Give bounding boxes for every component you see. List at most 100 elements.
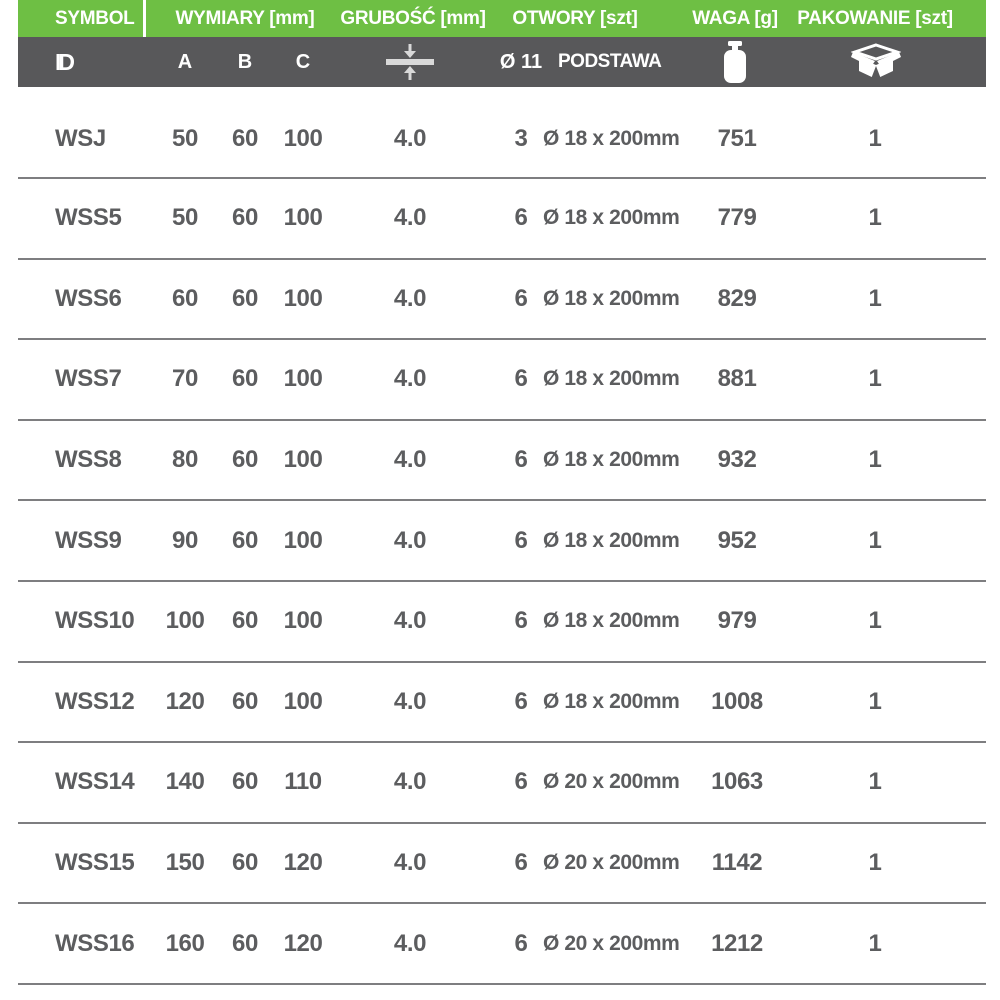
dim-a-cell: 150 (165, 849, 205, 877)
dim-a-cell: 60 (172, 284, 198, 312)
subheader-id-label: ID (55, 48, 75, 75)
dim-c-cell: 100 (283, 125, 323, 152)
dim-a-cell: 80 (172, 446, 198, 474)
header-wymiary: WYMIARY [mm] (175, 7, 315, 29)
subheader-base-label: PODSTAWA (558, 51, 662, 72)
thickness-cell: 4.0 (393, 929, 427, 957)
weight-cell: 829 (717, 284, 757, 312)
dim-a-cell: 50 (172, 204, 198, 232)
packing-cell: 1 (868, 526, 882, 554)
subheader-diameter-label: Ø 11 (499, 50, 543, 73)
table-row: WSS16 160 60 120 4.0 6 Ø 20 x 200mm 1212… (18, 904, 986, 985)
header-pakowanie: PAKOWANIE [szt] (797, 7, 953, 29)
dim-a-cell: 50 (172, 125, 198, 152)
thickness-cell: 4.0 (393, 526, 427, 554)
symbol-cell: WSS5 (55, 204, 122, 232)
dim-b-cell: 60 (232, 526, 258, 554)
dim-a-cell: 70 (172, 365, 198, 393)
dim-b-cell: 60 (232, 849, 258, 877)
dim-a-cell: 140 (165, 768, 205, 796)
dim-b-cell: 60 (232, 768, 258, 796)
holes-count-cell: 6 (514, 284, 528, 312)
dim-a-cell: 120 (165, 687, 205, 715)
holes-count-cell: 6 (514, 446, 528, 474)
packing-cell: 1 (868, 125, 882, 152)
thickness-cell: 4.0 (393, 365, 427, 393)
symbol-cell: WSS16 (55, 929, 135, 957)
thickness-cell: 4.0 (393, 125, 427, 152)
thickness-cell: 4.0 (393, 204, 427, 232)
holes-count-cell: 6 (514, 526, 528, 554)
dim-c-cell: 100 (283, 446, 323, 474)
table-row: WSS9 90 60 100 4.0 6 Ø 18 x 200mm 952 1 (18, 501, 986, 582)
dim-c-cell: 120 (283, 929, 323, 957)
thickness-cell: 4.0 (393, 284, 427, 312)
table-row: WSS7 70 60 100 4.0 6 Ø 18 x 200mm 881 1 (18, 340, 986, 421)
dim-a-cell: 100 (165, 607, 205, 635)
base-size-cell: Ø 18 x 200mm (543, 689, 680, 713)
header-otwory: OTWORY [szt] (512, 7, 638, 29)
base-size-cell: Ø 18 x 200mm (543, 448, 680, 472)
header-waga: WAGA [g] (692, 7, 778, 29)
subheader-dim-a-label: A (177, 50, 193, 73)
thickness-cell: 4.0 (393, 849, 427, 877)
symbol-cell: WSS12 (55, 687, 135, 715)
thickness-cell: 4.0 (393, 607, 427, 635)
holes-count-cell: 6 (514, 768, 528, 796)
base-size-cell: Ø 20 x 200mm (543, 770, 680, 794)
table-row: WSS12 120 60 100 4.0 6 Ø 18 x 200mm 1008… (18, 663, 986, 744)
dim-b-cell: 60 (232, 204, 258, 232)
table-row: WSS14 140 60 110 4.0 6 Ø 20 x 200mm 1063… (18, 743, 986, 824)
base-size-cell: Ø 20 x 200mm (543, 851, 680, 875)
weight-cell: 751 (717, 125, 757, 152)
thickness-cell: 4.0 (393, 687, 427, 715)
base-size-cell: Ø 18 x 200mm (543, 127, 680, 150)
table-subheader: ID A B C Ø 11 PODSTAWA (18, 37, 986, 87)
table-row: WSS5 50 60 100 4.0 6 Ø 18 x 200mm 779 1 (18, 179, 986, 260)
subheader-dim-b-label: B (237, 50, 253, 73)
base-size-cell: Ø 18 x 200mm (543, 528, 680, 552)
weight-cell: 952 (717, 526, 757, 554)
packing-cell: 1 (868, 446, 882, 474)
table-row: WSS10 100 60 100 4.0 6 Ø 18 x 200mm 979 … (18, 582, 986, 663)
dim-c-cell: 100 (283, 204, 323, 232)
weight-cell: 1008 (711, 687, 763, 715)
holes-count-cell: 3 (514, 125, 528, 152)
weight-cell: 979 (717, 607, 757, 635)
packing-cell: 1 (868, 284, 882, 312)
base-size-cell: Ø 18 x 200mm (543, 206, 680, 230)
holes-count-cell: 6 (514, 687, 528, 715)
subheader-dim-c-label: C (295, 50, 311, 73)
dim-b-cell: 60 (232, 929, 258, 957)
weight-cell: 932 (717, 446, 757, 474)
symbol-cell: WSJ (55, 125, 106, 152)
table-row: WSJ 50 60 100 4.0 3 Ø 18 x 200mm 751 1 (18, 87, 986, 179)
packing-cell: 1 (868, 687, 882, 715)
weight-cell: 1063 (711, 768, 763, 796)
symbol-cell: WSS8 (55, 446, 122, 474)
dim-c-cell: 110 (284, 768, 322, 796)
base-size-cell: Ø 18 x 200mm (543, 367, 680, 391)
holes-count-cell: 6 (514, 365, 528, 393)
header-divider (143, 0, 146, 37)
packing-cell: 1 (868, 849, 882, 877)
table-body: WSJ 50 60 100 4.0 3 Ø 18 x 200mm 751 1 W… (18, 87, 986, 985)
base-size-cell: Ø 18 x 200mm (543, 609, 680, 633)
thickness-cell: 4.0 (393, 768, 427, 796)
thickness-arrows-icon (350, 37, 470, 87)
symbol-cell: WSS9 (55, 526, 122, 554)
weight-icon (705, 37, 765, 87)
dim-b-cell: 60 (232, 365, 258, 393)
dim-c-cell: 100 (283, 687, 323, 715)
packing-cell: 1 (868, 204, 882, 232)
weight-cell: 881 (717, 365, 757, 393)
packing-cell: 1 (868, 607, 882, 635)
symbol-cell: WSS15 (55, 849, 135, 877)
dim-c-cell: 100 (283, 526, 323, 554)
dim-b-cell: 60 (232, 125, 258, 152)
weight-cell: 779 (717, 204, 757, 232)
packing-cell: 1 (868, 768, 882, 796)
dim-b-cell: 60 (232, 607, 258, 635)
product-spec-table: SYMBOL WYMIARY [mm] GRUBOŚĆ [mm] OTWORY … (18, 0, 986, 985)
